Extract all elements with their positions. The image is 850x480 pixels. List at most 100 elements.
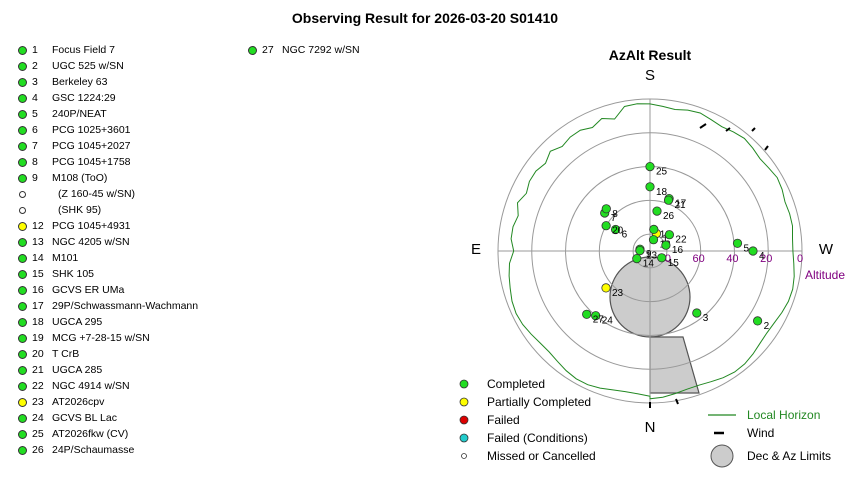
legend-label: Completed — [487, 377, 545, 391]
legend-label: Partially Completed — [487, 395, 591, 409]
data-point-label: 2 — [764, 321, 770, 332]
object-label: SHK 105 — [52, 268, 95, 280]
data-point — [601, 283, 611, 293]
object-number: 2 — [32, 60, 38, 72]
object-label: PCG 1025+3601 — [52, 124, 131, 136]
object-label: PCG 1045+4931 — [52, 220, 131, 232]
data-point-label: 1 — [662, 234, 668, 245]
object-number: 27 — [262, 44, 274, 56]
object-number: 20 — [32, 348, 44, 360]
data-point — [601, 204, 611, 214]
object-label: MCG +7-28-15 w/SN — [52, 332, 150, 344]
object-label: UGCA 285 — [52, 364, 103, 376]
data-point — [692, 308, 702, 318]
data-point — [664, 230, 675, 240]
altitude-tick-label: 20 — [760, 253, 772, 265]
status-dot-icon — [18, 270, 27, 279]
data-point — [649, 224, 659, 234]
object-label: UGCA 295 — [52, 316, 103, 328]
status-dot-icon — [18, 382, 27, 391]
limit-wedge — [649, 336, 700, 394]
status-dot-icon — [18, 254, 27, 263]
object-number: 7 — [32, 140, 38, 152]
chart-title: AzAlt Result — [609, 47, 692, 63]
data-point-label: 16 — [672, 245, 684, 256]
data-point-label: 13 — [646, 251, 658, 262]
object-label: Focus Field 7 — [52, 44, 116, 56]
status-dot-icon — [18, 222, 27, 231]
object-number: 8 — [32, 156, 38, 168]
status-dot-icon — [19, 191, 26, 198]
legend-label: Dec & Az Limits — [747, 449, 831, 463]
data-point-label: 9 — [646, 249, 652, 260]
data-point-label: 21 — [675, 200, 687, 211]
object-number: 19 — [32, 332, 44, 344]
local-horizon-line — [508, 103, 795, 400]
status-dot-icon — [18, 78, 27, 87]
data-point — [632, 254, 642, 264]
legend-marker — [459, 433, 469, 443]
data-point-label: 7 — [611, 213, 617, 224]
status-dot-icon — [18, 94, 27, 103]
status-dot-icon — [18, 446, 27, 455]
data-point-label: 3 — [703, 313, 709, 324]
wind-tick — [675, 398, 679, 405]
status-dot-icon — [19, 207, 26, 214]
data-point — [652, 206, 662, 216]
object-label: (SHK 95) — [58, 204, 102, 216]
data-point-label: 20 — [612, 226, 624, 237]
object-label: GCVS BL Lac — [52, 412, 117, 424]
page-title: Observing Result for 2026-03-20 S01410 — [291, 10, 559, 26]
data-point — [752, 316, 763, 326]
data-point-label: 6 — [622, 230, 628, 241]
object-label: NGC 4205 w/SN — [52, 236, 130, 248]
data-point-label: 5 — [744, 243, 750, 254]
west-label: W — [819, 241, 834, 258]
data-point — [582, 309, 592, 319]
object-label: (Z 160-45 w/SN) — [58, 188, 136, 200]
status-dot-icon — [18, 414, 27, 423]
object-label: AT2026cpv — [52, 396, 105, 408]
object-number: 1 — [32, 44, 38, 56]
dec-az-limits — [609, 256, 700, 394]
data-point-label: 27 — [593, 314, 605, 325]
legend-label: Missed or Cancelled — [487, 449, 596, 463]
status-dot-icon — [18, 334, 27, 343]
wind-tick — [751, 127, 756, 132]
data-point — [601, 221, 611, 231]
altitude-tick-label: 0 — [797, 253, 803, 265]
object-label: GCVS ER UMa — [52, 284, 125, 296]
status-dot-icon — [18, 366, 27, 375]
status-dot-icon — [18, 174, 27, 183]
status-dot-icon — [18, 318, 27, 327]
object-label: 240P/NEAT — [52, 108, 107, 120]
status-dot-icon — [18, 110, 27, 119]
data-point-label: 4 — [759, 251, 765, 262]
data-point-label: 25 — [656, 167, 668, 178]
data-point-label: 24 — [602, 316, 614, 327]
object-label: T CrB — [52, 348, 80, 360]
status-dot-icon — [18, 238, 27, 247]
data-point — [610, 224, 621, 235]
data-point-label: 23 — [612, 288, 624, 299]
legend-marker — [459, 379, 469, 389]
status-dot-icon — [18, 350, 27, 359]
status-dot-icon — [18, 158, 27, 167]
data-point-label: 26 — [663, 211, 675, 222]
data-point — [732, 238, 743, 248]
south-label: S — [645, 67, 655, 84]
object-number: 21 — [32, 364, 44, 376]
data-point-label: 22 — [675, 235, 687, 246]
object-label: 24P/Schaumasse — [52, 444, 135, 456]
data-point — [635, 246, 645, 256]
data-point — [657, 253, 667, 263]
status-dot-icon — [248, 46, 257, 55]
object-label: UGC 525 w/SN — [52, 60, 124, 72]
status-dot-icon — [18, 430, 27, 439]
object-number: 13 — [32, 236, 44, 248]
object-label: M108 (ToO) — [52, 172, 108, 184]
object-number: 17 — [32, 300, 44, 312]
wind-tick — [725, 127, 731, 132]
data-point — [748, 246, 758, 256]
object-number: 25 — [32, 428, 44, 440]
